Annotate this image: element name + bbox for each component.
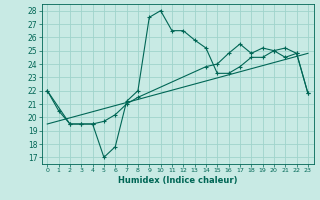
X-axis label: Humidex (Indice chaleur): Humidex (Indice chaleur)	[118, 176, 237, 185]
